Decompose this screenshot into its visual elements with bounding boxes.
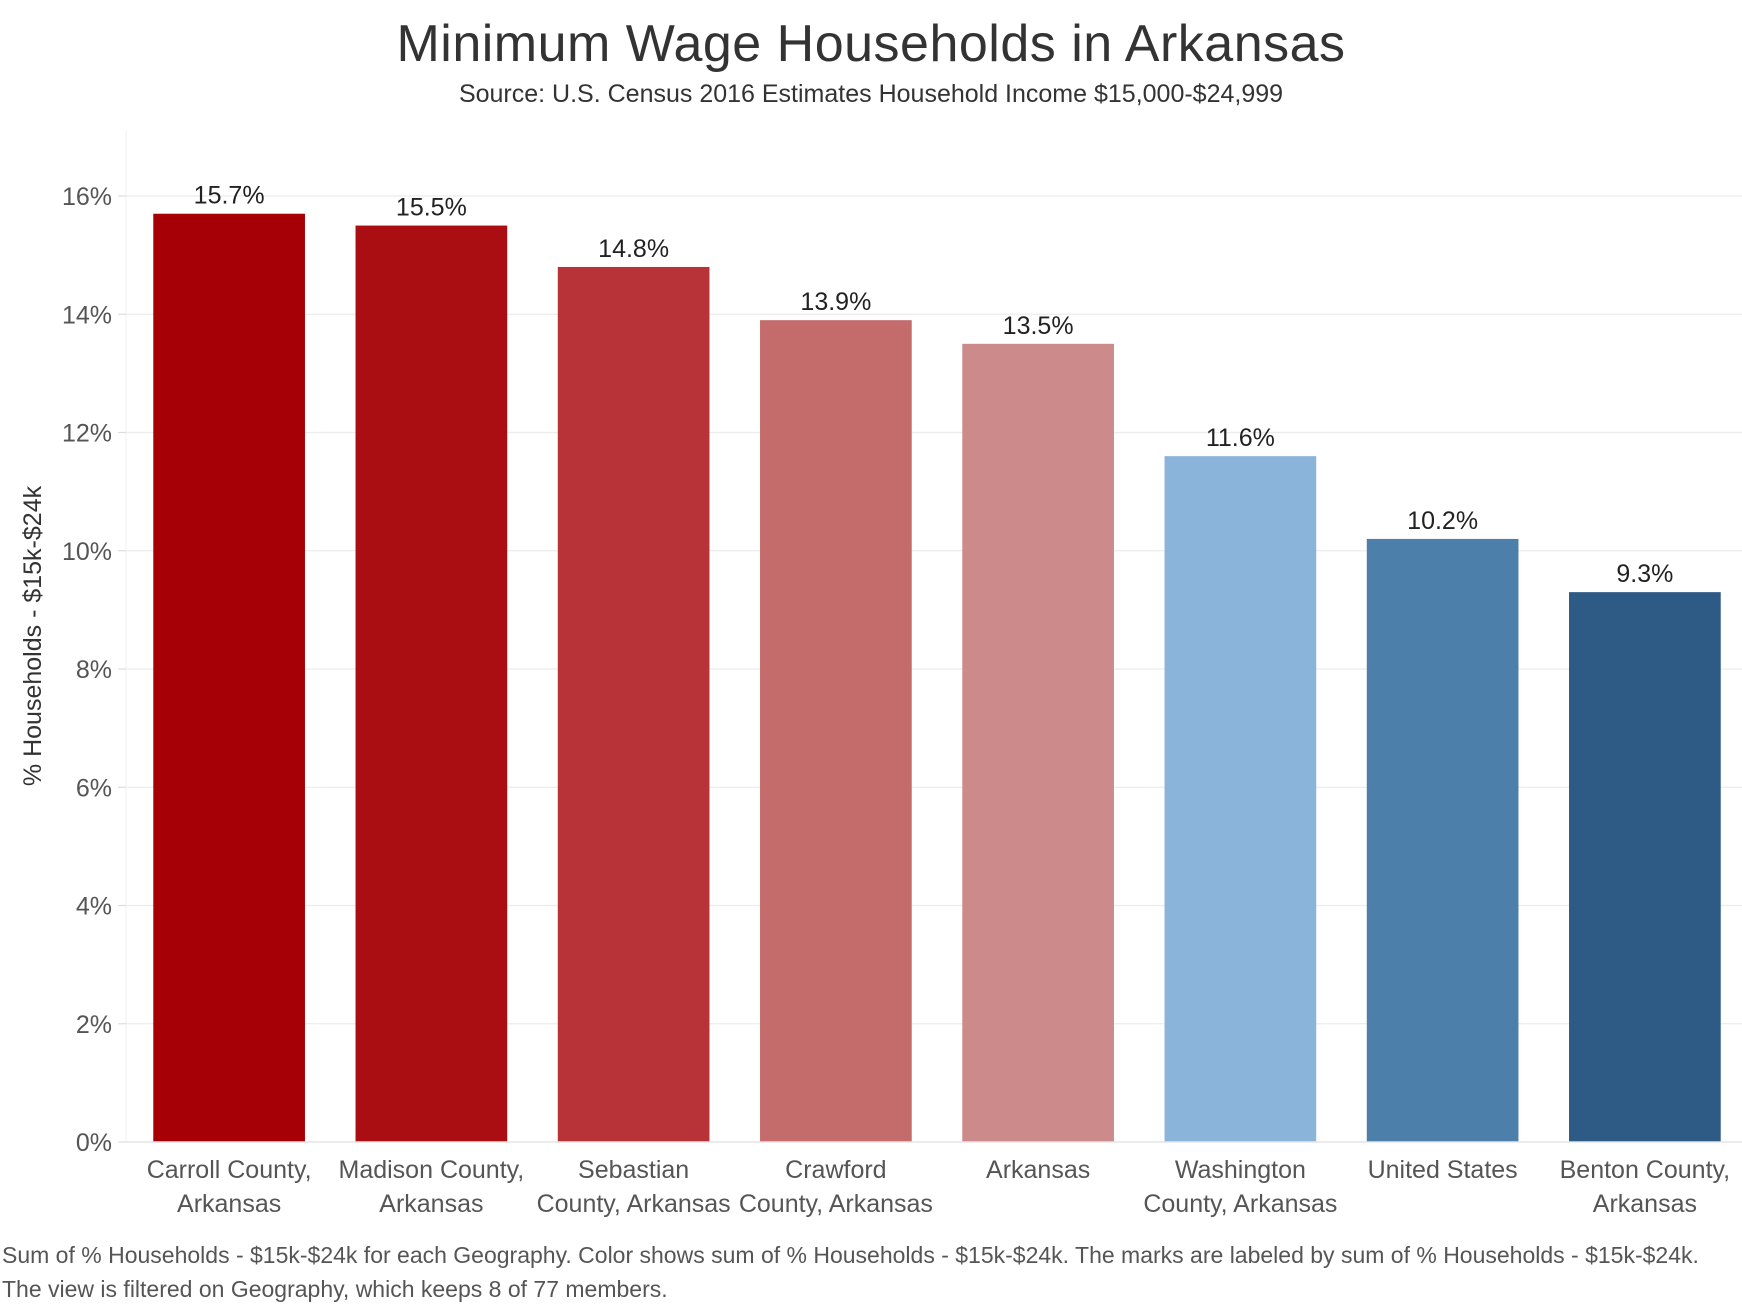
bar-value-label: 15.5%: [396, 194, 467, 222]
bars: [153, 213, 1721, 1143]
y-tick-label: 2%: [76, 1011, 112, 1039]
x-tick-label: Sebastian: [578, 1156, 689, 1184]
value-labels: 15.7% 15.5% 14.8% 13.9% 13.5% 11.6% 10.2% 9.3%: [194, 182, 1674, 588]
x-tick-label: Arkansas: [1593, 1190, 1697, 1218]
x-tick-label: Carroll County,: [147, 1156, 312, 1184]
x-tick-label: United States: [1368, 1156, 1518, 1184]
x-tick-label: County, Arkansas: [537, 1190, 731, 1218]
y-tick-label: 0%: [76, 1129, 112, 1157]
bar: [962, 343, 1114, 1142]
bar: [1164, 456, 1317, 1142]
y-tick-label: 8%: [76, 656, 112, 684]
x-axis: Carroll County, Arkansas Madison County, Ar…: [126, 1141, 1742, 1218]
x-tick-label: Arkansas: [379, 1190, 483, 1218]
y-axis: 0% 2% 4% 6% 8% 10% 12% 14% 16% % Households - $15…: [19, 130, 127, 1157]
bar-value-label: 15.7%: [194, 182, 265, 210]
y-tick-label: 4%: [76, 893, 112, 921]
bar: [557, 266, 710, 1142]
x-tick-label: County, Arkansas: [739, 1190, 933, 1218]
y-tick-label: 10%: [62, 538, 112, 566]
x-tick-label: Arkansas: [177, 1190, 281, 1218]
y-tick-label: 14%: [62, 301, 112, 329]
x-tick-label: Madison County,: [339, 1156, 525, 1184]
footnote: Sum of % Households - $15k-$24k for each…: [2, 1242, 1699, 1302]
chart-title: Minimum Wage Households in Arkansas: [396, 15, 1346, 73]
y-tick-label: 6%: [76, 774, 112, 802]
bar: [1366, 538, 1519, 1142]
bar: [1569, 592, 1721, 1142]
bar-value-label: 14.8%: [598, 235, 669, 263]
x-tick-label: Benton County,: [1560, 1156, 1730, 1184]
y-tick-label: 12%: [62, 420, 112, 448]
bar-value-label: 13.9%: [800, 288, 871, 316]
bar-value-label: 11.6%: [1206, 424, 1275, 452]
chart-subtitle: Source: U.S. Census 2016 Estimates House…: [458, 80, 1284, 108]
bar-value-label: 13.5%: [1003, 312, 1074, 340]
bar-value-label: 10.2%: [1407, 507, 1478, 535]
bar-value-label: 9.3%: [1616, 560, 1673, 588]
x-tick-label: Crawford: [785, 1156, 886, 1184]
bar-chart: 0% 2% 4% 6% 8% 10% 12% 14% 16% % Households - $15…: [19, 130, 1742, 1218]
y-axis-title: % Households - $15k-$24k: [19, 485, 47, 786]
x-tick-label: Washington: [1175, 1156, 1306, 1184]
bar: [153, 213, 305, 1143]
x-tick-label: County, Arkansas: [1143, 1190, 1337, 1218]
bar: [355, 225, 508, 1142]
bar: [760, 320, 912, 1143]
x-tick-label: Arkansas: [986, 1156, 1090, 1184]
y-tick-label: 16%: [62, 183, 112, 211]
